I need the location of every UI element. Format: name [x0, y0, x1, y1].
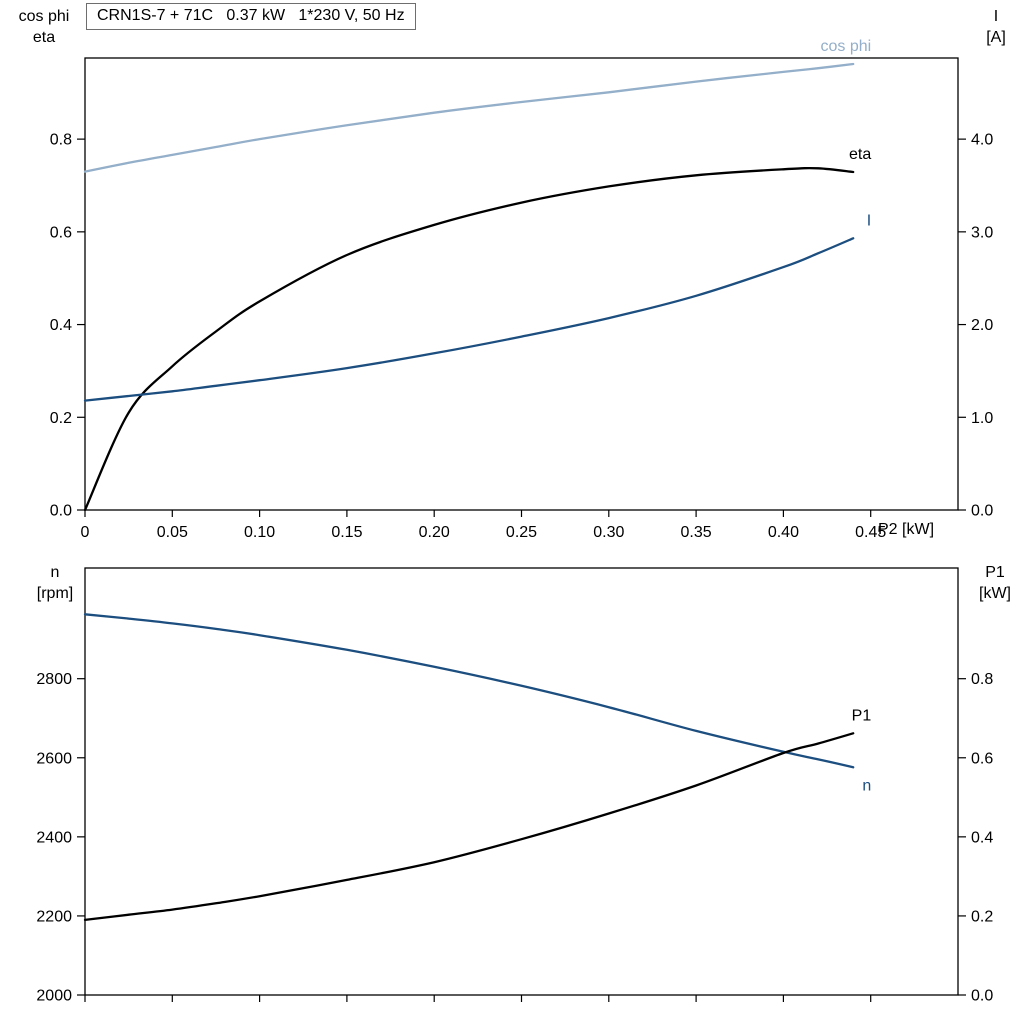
svg-text:2000: 2000	[36, 988, 72, 1005]
svg-text:0.2: 0.2	[971, 908, 993, 925]
p1-axis-unit: [kW]	[979, 585, 1011, 602]
top-left-axis-label: cos phi eta	[8, 6, 80, 48]
speed-axis-unit: [rpm]	[36, 585, 74, 602]
svg-text:0.15: 0.15	[331, 524, 362, 541]
svg-text:2600: 2600	[36, 750, 72, 767]
chart-title: CRN1S-7 + 71C 0.37 kW 1*230 V, 50 Hz	[86, 3, 416, 30]
svg-text:0.35: 0.35	[681, 524, 712, 541]
svg-text:2800: 2800	[36, 671, 72, 688]
svg-text:P1: P1	[852, 707, 872, 724]
svg-text:1.0: 1.0	[971, 410, 993, 427]
svg-text:0.25: 0.25	[506, 524, 537, 541]
svg-text:0.6: 0.6	[971, 750, 993, 767]
svg-text:2400: 2400	[36, 829, 72, 846]
svg-text:0.6: 0.6	[50, 224, 72, 241]
svg-text:0.0: 0.0	[971, 988, 993, 1005]
svg-text:0.8: 0.8	[971, 671, 993, 688]
speed-axis-label: n	[50, 564, 60, 581]
svg-text:2.0: 2.0	[971, 317, 993, 334]
svg-text:n: n	[862, 777, 871, 794]
svg-text:I: I	[867, 212, 871, 229]
current-axis-label: I	[993, 8, 999, 25]
bottom-right-axis-label: P1 [kW]	[968, 562, 1022, 604]
top-right-axis-label: I [A]	[972, 6, 1020, 48]
svg-text:0.20: 0.20	[419, 524, 450, 541]
svg-text:3.0: 3.0	[971, 224, 993, 241]
svg-text:0.10: 0.10	[244, 524, 275, 541]
svg-text:cos phi: cos phi	[821, 38, 872, 55]
svg-text:0.4: 0.4	[971, 829, 993, 846]
svg-text:0: 0	[81, 524, 90, 541]
svg-text:0.4: 0.4	[50, 317, 72, 334]
svg-text:0.30: 0.30	[593, 524, 624, 541]
svg-text:0.45: 0.45	[855, 524, 886, 541]
eta-axis-label: eta	[32, 29, 56, 46]
x-axis-label: P2 [kW]	[878, 521, 935, 538]
bottom-left-axis-label: n [rpm]	[26, 562, 84, 604]
svg-text:0.2: 0.2	[50, 410, 72, 427]
svg-text:2200: 2200	[36, 908, 72, 925]
svg-text:0.05: 0.05	[157, 524, 188, 541]
svg-text:0.0: 0.0	[50, 503, 72, 520]
svg-text:0.8: 0.8	[50, 132, 72, 149]
cosphi-axis-label: cos phi	[18, 8, 70, 25]
current-axis-unit: [A]	[986, 29, 1006, 46]
svg-text:eta: eta	[849, 146, 871, 163]
svg-text:0.40: 0.40	[768, 524, 799, 541]
p1-axis-label: P1	[985, 564, 1005, 581]
svg-text:0.0: 0.0	[971, 503, 993, 520]
svg-text:4.0: 4.0	[971, 132, 993, 149]
